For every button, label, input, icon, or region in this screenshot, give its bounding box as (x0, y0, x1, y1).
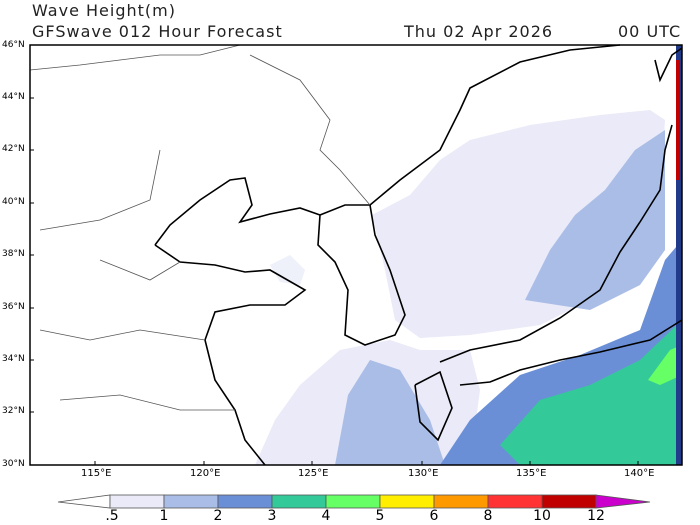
coast-russia (369, 44, 621, 206)
border (59, 394, 235, 411)
lon-label: 140°E (624, 468, 655, 479)
border (39, 329, 206, 341)
colorbar-label: 10 (533, 508, 551, 524)
colorbar-label: 1 (159, 508, 169, 524)
colorbar-label: 3 (267, 508, 277, 524)
colorbar-label: 6 (429, 508, 439, 524)
colorbar (57, 494, 651, 509)
lat-label: 42°N (2, 144, 25, 154)
colorbar-bin (271, 494, 327, 509)
lat-label: 32°N (2, 406, 25, 416)
coast-kyushu (414, 370, 453, 442)
lon-label: 115°E (81, 468, 112, 479)
field-1-2-east-china-sea (335, 360, 445, 465)
lat-label: 38°N (2, 249, 25, 259)
field-1-2-japan-sea (525, 130, 665, 310)
forecast-time: 00 UTC (618, 22, 682, 41)
axis-ticks (30, 97, 639, 465)
colorbar-bin (379, 494, 435, 509)
field-0.5-1-yellow-sea (270, 255, 305, 285)
colorbar-bin (109, 494, 165, 509)
coast-honshu-south (459, 319, 683, 386)
field-edge-strip (676, 45, 682, 465)
lon-label: 120°E (190, 468, 221, 479)
field-4-5-pacific (648, 345, 682, 385)
colorbar-label: .5 (105, 508, 119, 524)
colorbar-label: 5 (375, 508, 385, 524)
political-borders (29, 44, 371, 411)
border (39, 149, 161, 231)
lat-label: 40°N (2, 197, 25, 207)
lat-label: 34°N (2, 354, 25, 364)
colorbar-bin (163, 494, 219, 509)
coast-hokkaido (654, 47, 683, 83)
field-edge-strip-high (676, 60, 680, 180)
coast-bohai (154, 177, 321, 246)
colorbar-bin (433, 494, 489, 509)
lat-label: 36°N (2, 302, 25, 312)
coast-honshu-north (439, 124, 673, 363)
colorbar-bin (325, 494, 381, 509)
lat-label: 30°N (2, 459, 25, 469)
lon-label: 135°E (516, 468, 547, 479)
colorbar-label: 4 (321, 508, 331, 524)
border (99, 259, 181, 281)
coast-china-east (154, 244, 307, 466)
colorbar-label: 12 (587, 508, 605, 524)
border (29, 44, 241, 71)
colorbar-bin (487, 494, 543, 509)
lon-label: 130°E (408, 468, 439, 479)
field-3-4-pacific (500, 320, 682, 465)
forecast-date: Thu 02 Apr 2026 (404, 22, 554, 41)
border (249, 54, 371, 206)
chart-title: Wave Height(m) (32, 1, 176, 20)
lat-label: 46°N (2, 40, 25, 50)
lon-label: 125°E (298, 468, 329, 479)
colorbar-over (595, 494, 651, 509)
colorbar-label: 2 (213, 508, 223, 524)
wave-field (255, 45, 682, 465)
colorbar-bin (541, 494, 597, 509)
colorbar-label: 8 (483, 508, 493, 524)
lat-label: 44°N (2, 92, 25, 102)
colorbar-under (57, 494, 111, 509)
forecast-label: GFSwave 012 Hour Forecast (32, 22, 283, 41)
colorbar-bin (217, 494, 273, 509)
